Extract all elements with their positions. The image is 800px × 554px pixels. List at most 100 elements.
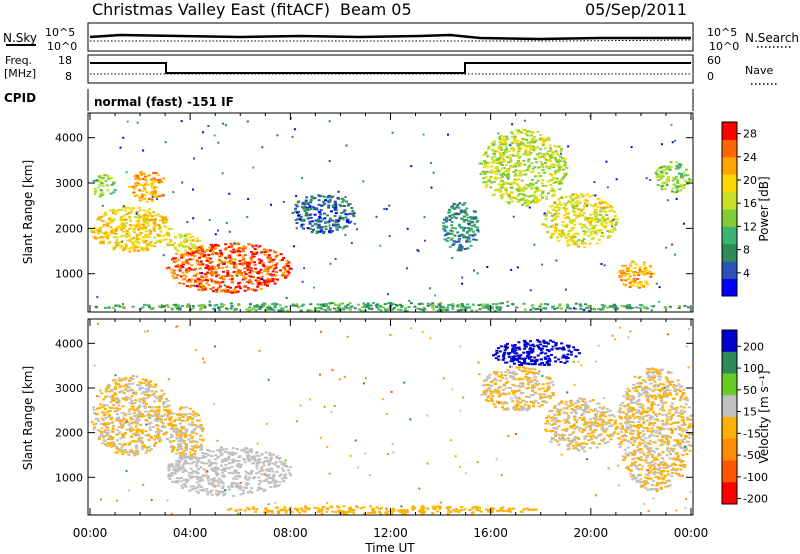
range-time-cell bbox=[135, 238, 139, 241]
range-time-cell bbox=[111, 396, 115, 399]
range-time-cell bbox=[275, 262, 279, 265]
range-time-cell bbox=[564, 174, 568, 177]
range-time-cell bbox=[102, 439, 106, 442]
range-time-cell bbox=[119, 437, 123, 440]
range-time-cell bbox=[170, 271, 174, 274]
range-time-cell bbox=[346, 204, 350, 207]
range-time-cell bbox=[529, 344, 533, 347]
range-time-cell bbox=[108, 436, 112, 439]
range-time-cell bbox=[224, 463, 228, 466]
range-time-cell bbox=[196, 277, 200, 280]
range-time-cell bbox=[506, 407, 510, 410]
range-time-cell bbox=[107, 234, 111, 237]
range-time-cell bbox=[184, 275, 188, 278]
range-time-cell bbox=[560, 307, 563, 310]
range-time-cell bbox=[309, 213, 313, 216]
range-time-cell bbox=[93, 187, 97, 190]
range-time-cell bbox=[516, 400, 520, 403]
range-time-cell bbox=[534, 139, 538, 142]
range-time-cell bbox=[112, 407, 116, 410]
range-time-cell bbox=[580, 226, 584, 229]
range-time-cell bbox=[149, 213, 152, 216]
range-time-cell bbox=[221, 281, 225, 284]
range-time-cell bbox=[114, 410, 118, 413]
range-time-cell bbox=[532, 145, 536, 148]
range-time-cell bbox=[117, 377, 121, 380]
range-time-cell bbox=[262, 305, 266, 308]
range-time-cell bbox=[519, 385, 522, 388]
range-time-cell bbox=[629, 307, 633, 310]
range-time-cell bbox=[326, 196, 330, 199]
range-time-cell bbox=[246, 451, 249, 453]
range-time-cell bbox=[152, 171, 156, 174]
range-time-cell bbox=[121, 230, 125, 233]
range-time-cell bbox=[136, 449, 140, 452]
range-time-cell bbox=[246, 287, 250, 290]
range-time-cell bbox=[263, 479, 267, 482]
range-time-cell bbox=[509, 376, 513, 378]
range-time-cell bbox=[234, 484, 238, 487]
range-time-cell bbox=[534, 391, 538, 394]
range-time-cell bbox=[94, 422, 98, 425]
range-time-cell bbox=[508, 370, 512, 373]
range-time-cell bbox=[534, 360, 537, 363]
range-time-cell bbox=[450, 230, 454, 232]
range-time-cell bbox=[142, 172, 146, 175]
range-time-cell bbox=[546, 180, 550, 183]
range-time-cell bbox=[212, 461, 216, 464]
range-time-cell bbox=[484, 152, 488, 155]
range-time-cell bbox=[525, 138, 529, 141]
range-time-cell bbox=[656, 184, 660, 186]
range-time-cell bbox=[237, 272, 241, 275]
range-time-cell bbox=[250, 255, 254, 258]
range-time-cell bbox=[525, 395, 529, 398]
range-time-cell bbox=[201, 474, 205, 477]
range-time-cell bbox=[498, 177, 502, 180]
range-time-cell bbox=[112, 424, 115, 427]
range-time-cell bbox=[153, 444, 156, 447]
range-time-cell bbox=[121, 433, 125, 436]
range-time-cell bbox=[517, 378, 521, 381]
range-time-cell bbox=[527, 195, 531, 198]
range-time-cell bbox=[264, 309, 268, 312]
range-time-cell bbox=[101, 419, 105, 422]
range-time-cell bbox=[435, 305, 439, 308]
range-time-cell bbox=[579, 201, 582, 204]
range-time-cell bbox=[297, 214, 300, 217]
range-time-cell bbox=[457, 235, 461, 237]
range-time-cell bbox=[277, 457, 281, 460]
range-time-cell bbox=[571, 236, 574, 239]
range-time-cell bbox=[546, 349, 549, 351]
range-time-cell bbox=[490, 380, 494, 383]
range-time-cell bbox=[148, 197, 151, 200]
range-time-cell bbox=[175, 463, 179, 466]
range-time-cell bbox=[227, 472, 231, 474]
range-time-cell bbox=[151, 215, 154, 218]
noise-cell bbox=[293, 128, 296, 131]
range-time-cell bbox=[199, 438, 202, 441]
range-time-cell bbox=[110, 218, 114, 221]
range-time-cell bbox=[457, 240, 461, 243]
range-time-cell bbox=[171, 480, 174, 483]
range-time-cell bbox=[573, 213, 577, 216]
range-time-cell bbox=[131, 405, 135, 408]
range-time-cell bbox=[562, 207, 566, 210]
range-time-cell bbox=[263, 460, 267, 463]
noise-cell bbox=[583, 308, 586, 311]
range-time-cell bbox=[128, 402, 132, 405]
range-time-cell bbox=[524, 132, 528, 135]
range-time-cell bbox=[144, 233, 147, 236]
range-time-cell bbox=[563, 158, 567, 160]
range-time-cell bbox=[499, 173, 503, 176]
range-time-cell bbox=[177, 245, 181, 248]
range-time-cell bbox=[231, 291, 235, 294]
range-time-cell bbox=[130, 210, 134, 213]
range-time-cell bbox=[510, 142, 514, 145]
range-time-cell bbox=[275, 470, 279, 473]
range-time-cell bbox=[115, 226, 119, 229]
range-time-cell bbox=[223, 260, 227, 263]
range-time-cell bbox=[539, 358, 543, 361]
range-time-cell bbox=[531, 131, 535, 134]
range-time-cell bbox=[687, 177, 691, 180]
range-time-cell bbox=[556, 215, 560, 218]
